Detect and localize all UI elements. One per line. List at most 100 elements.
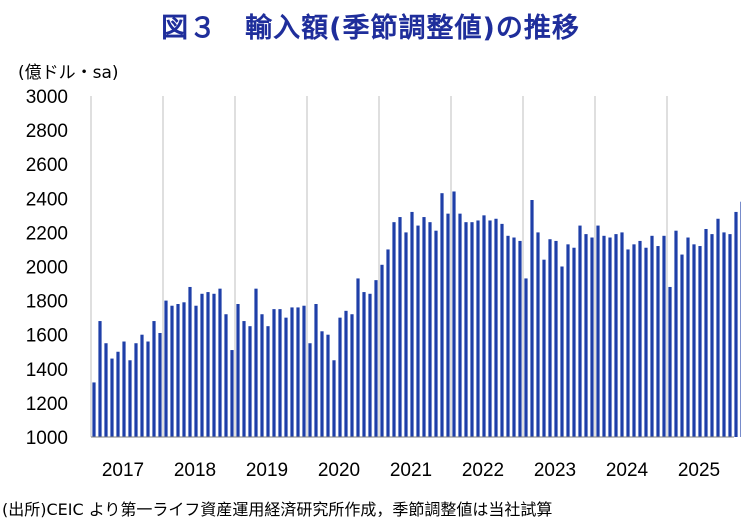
bar-47 xyxy=(374,280,378,437)
x-tick-label-4: 2021 xyxy=(390,460,432,481)
bar-93 xyxy=(650,235,654,437)
bar-0 xyxy=(92,382,96,437)
bar-63 xyxy=(470,222,474,437)
bar-62 xyxy=(464,222,468,437)
bar-20 xyxy=(212,293,216,437)
bar-106 xyxy=(728,234,732,437)
vertical-gridlines xyxy=(90,96,668,437)
bar-83 xyxy=(590,237,594,437)
bar-38 xyxy=(320,331,324,437)
y-tick-label-1: 1200 xyxy=(26,394,68,415)
y-tick-label-9: 2800 xyxy=(26,121,68,142)
bar-3 xyxy=(110,358,114,437)
bar-28 xyxy=(260,314,264,437)
bar-26 xyxy=(248,326,252,437)
bar-105 xyxy=(722,232,726,437)
bar-75 xyxy=(542,259,546,437)
bar-36 xyxy=(308,343,312,437)
source-note: (出所)CEIC より第一ライフ資産運用経済研究所作成，季節調整値は当社試算 xyxy=(2,500,553,519)
bar-51 xyxy=(398,217,402,437)
bar-48 xyxy=(380,264,384,437)
bar-65 xyxy=(482,215,486,437)
y-tick-label-0: 1000 xyxy=(26,428,68,449)
bar-43 xyxy=(350,314,354,437)
x-tick-label-8: 2025 xyxy=(678,460,720,481)
bar-49 xyxy=(386,249,390,437)
bar-56 xyxy=(428,222,432,437)
bar-42 xyxy=(344,310,348,437)
bar-64 xyxy=(476,220,480,437)
y-tick-label-8: 2600 xyxy=(26,155,68,176)
x-tick-label-5: 2022 xyxy=(462,460,504,481)
bar-34 xyxy=(296,307,300,437)
bar-72 xyxy=(524,278,528,437)
bar-79 xyxy=(566,244,570,437)
bar-80 xyxy=(572,247,576,437)
bar-71 xyxy=(518,240,522,437)
bar-32 xyxy=(284,317,288,437)
bar-61 xyxy=(458,213,462,437)
chart-title: 図３ 輸入額(季節調整値)の推移 xyxy=(161,13,580,44)
bar-9 xyxy=(146,341,150,437)
bar-16 xyxy=(188,286,192,437)
x-tick-label-7: 2024 xyxy=(606,460,649,481)
bar-89 xyxy=(626,249,630,437)
bar-19 xyxy=(206,292,210,437)
bar-24 xyxy=(236,304,240,437)
y-axis-tick-labels: 1000 1200 1400 1600 1800 2000 2200 2400 2600 2800… xyxy=(26,87,68,449)
bar-78 xyxy=(560,266,564,437)
x-tick-label-6: 2023 xyxy=(534,460,576,481)
bar-76 xyxy=(548,239,552,437)
bar-10 xyxy=(152,321,156,437)
bar-81 xyxy=(578,225,582,437)
bar-84 xyxy=(596,225,600,437)
bar-27 xyxy=(254,288,258,437)
x-axis-tick-labels: 2017201820192020202120222023202420252026 xyxy=(102,460,720,481)
y-axis-unit-label: (億ドル・sa) xyxy=(18,63,119,83)
bar-82 xyxy=(584,234,588,437)
bar-29 xyxy=(266,326,270,437)
y-tick-label-2: 1400 xyxy=(26,360,68,381)
bar-11 xyxy=(158,333,162,437)
bar-99 xyxy=(686,237,690,437)
bar-53 xyxy=(410,211,414,437)
bar-60 xyxy=(452,191,456,437)
y-tick-label-5: 2000 xyxy=(26,258,68,279)
bar-55 xyxy=(422,217,426,437)
bar-4 xyxy=(116,351,120,437)
bar-50 xyxy=(392,222,396,437)
bar-33 xyxy=(290,307,294,437)
bar-7 xyxy=(134,343,138,437)
bar-39 xyxy=(326,334,330,437)
bar-44 xyxy=(356,278,360,437)
bar-68 xyxy=(500,223,504,438)
bar-96 xyxy=(668,286,672,437)
bar-102 xyxy=(704,228,708,437)
bar-107 xyxy=(734,211,738,437)
y-tick-label-3: 1600 xyxy=(26,326,68,347)
bar-58 xyxy=(440,193,444,437)
bar-91 xyxy=(638,240,642,437)
bar-41 xyxy=(338,317,342,437)
bar-54 xyxy=(416,225,420,437)
x-tick-label-1: 2018 xyxy=(174,460,216,481)
bar-52 xyxy=(404,232,408,437)
bar-8 xyxy=(140,334,144,437)
bar-37 xyxy=(314,304,318,437)
bar-86 xyxy=(608,237,612,437)
y-tick-label-7: 2400 xyxy=(26,189,68,210)
bar-67 xyxy=(494,218,498,437)
bar-1 xyxy=(98,321,102,437)
bar-30 xyxy=(272,309,276,438)
bar-35 xyxy=(302,305,306,437)
bar-21 xyxy=(218,288,222,437)
bar-69 xyxy=(506,235,510,437)
bar-17 xyxy=(194,305,198,437)
bar-12 xyxy=(164,300,168,437)
bar-87 xyxy=(614,234,618,437)
bar-104 xyxy=(716,218,720,437)
bar-90 xyxy=(632,244,636,437)
bar-14 xyxy=(176,304,180,437)
bar-103 xyxy=(710,234,714,437)
